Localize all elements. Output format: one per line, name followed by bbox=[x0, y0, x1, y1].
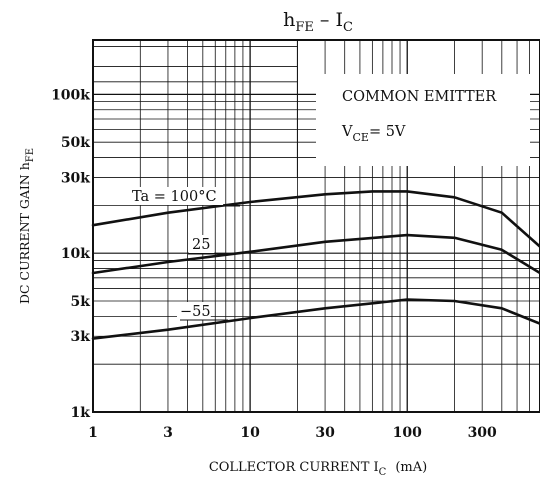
chart-title: hFE – IC bbox=[283, 9, 353, 35]
x-axis-label-sub: C bbox=[379, 467, 387, 478]
legend-background bbox=[316, 74, 530, 166]
annotation-vce: VCE= 5V bbox=[341, 124, 406, 144]
chart-title-main: h bbox=[283, 9, 295, 31]
x-tick-label-4: 100 bbox=[393, 425, 422, 441]
annotation-vce-main: V bbox=[341, 124, 353, 140]
y-axis-label-main: DC CURRENT GAIN h bbox=[17, 162, 32, 304]
y-tick-label-2: 5k bbox=[71, 294, 91, 310]
series-line-1 bbox=[91, 233, 540, 275]
series-line-0 bbox=[91, 190, 540, 248]
y-tick-label-1: 3k bbox=[71, 329, 91, 345]
x-tick-label-5: 300 bbox=[468, 425, 497, 441]
annotation-vce-sub: CE bbox=[352, 131, 368, 144]
series-label-bg-2 bbox=[177, 302, 211, 320]
series-label-bg-1 bbox=[189, 235, 215, 253]
x-axis-label-main: COLLECTOR CURRENT I bbox=[209, 460, 379, 475]
series-labels: Ta = 100°C 25 −55 bbox=[129, 187, 240, 321]
x-axis-label-unit: (mA) bbox=[395, 460, 427, 475]
series-label-0: Ta = 100°C bbox=[132, 189, 217, 205]
series-label-bg-0 bbox=[129, 187, 223, 205]
y-tick-label-3: 10k bbox=[61, 246, 90, 262]
y-tick-labels: 1k 3k 5k 10k 30k 50k 100k bbox=[51, 87, 90, 421]
chart-title-main-sub: FE bbox=[295, 20, 314, 35]
annotation-common-emitter: COMMON EMITTER bbox=[342, 89, 497, 105]
series-label-1: 25 bbox=[192, 237, 210, 253]
series-group bbox=[91, 190, 540, 340]
x-tick-label-2: 10 bbox=[240, 425, 260, 441]
y-tick-label-6: 100k bbox=[51, 87, 90, 103]
x-axis-label: COLLECTOR CURRENT IC (mA) bbox=[209, 460, 427, 478]
x-tick-label-1: 3 bbox=[163, 425, 173, 441]
y-axis-label-sub: FE bbox=[25, 148, 36, 162]
x-tick-label-3: 30 bbox=[315, 425, 335, 441]
chart-title-second-sub: C bbox=[343, 20, 353, 35]
series-line-2 bbox=[91, 298, 540, 340]
y-tick-label-4: 30k bbox=[61, 170, 90, 186]
chart-title-sep: – bbox=[314, 9, 336, 31]
x-tick-labels: 1 3 10 30 100 300 bbox=[88, 425, 497, 441]
y-tick-label-5: 50k bbox=[61, 135, 90, 151]
x-tick-label-0: 1 bbox=[88, 425, 98, 441]
chart-title-second: I bbox=[335, 9, 343, 31]
y-axis-label: DC CURRENT GAIN hFE bbox=[17, 148, 36, 304]
series-label-2: −55 bbox=[180, 304, 211, 320]
y-tick-label-0: 1k bbox=[71, 405, 91, 421]
annotation-vce-rest: = 5V bbox=[369, 124, 406, 140]
